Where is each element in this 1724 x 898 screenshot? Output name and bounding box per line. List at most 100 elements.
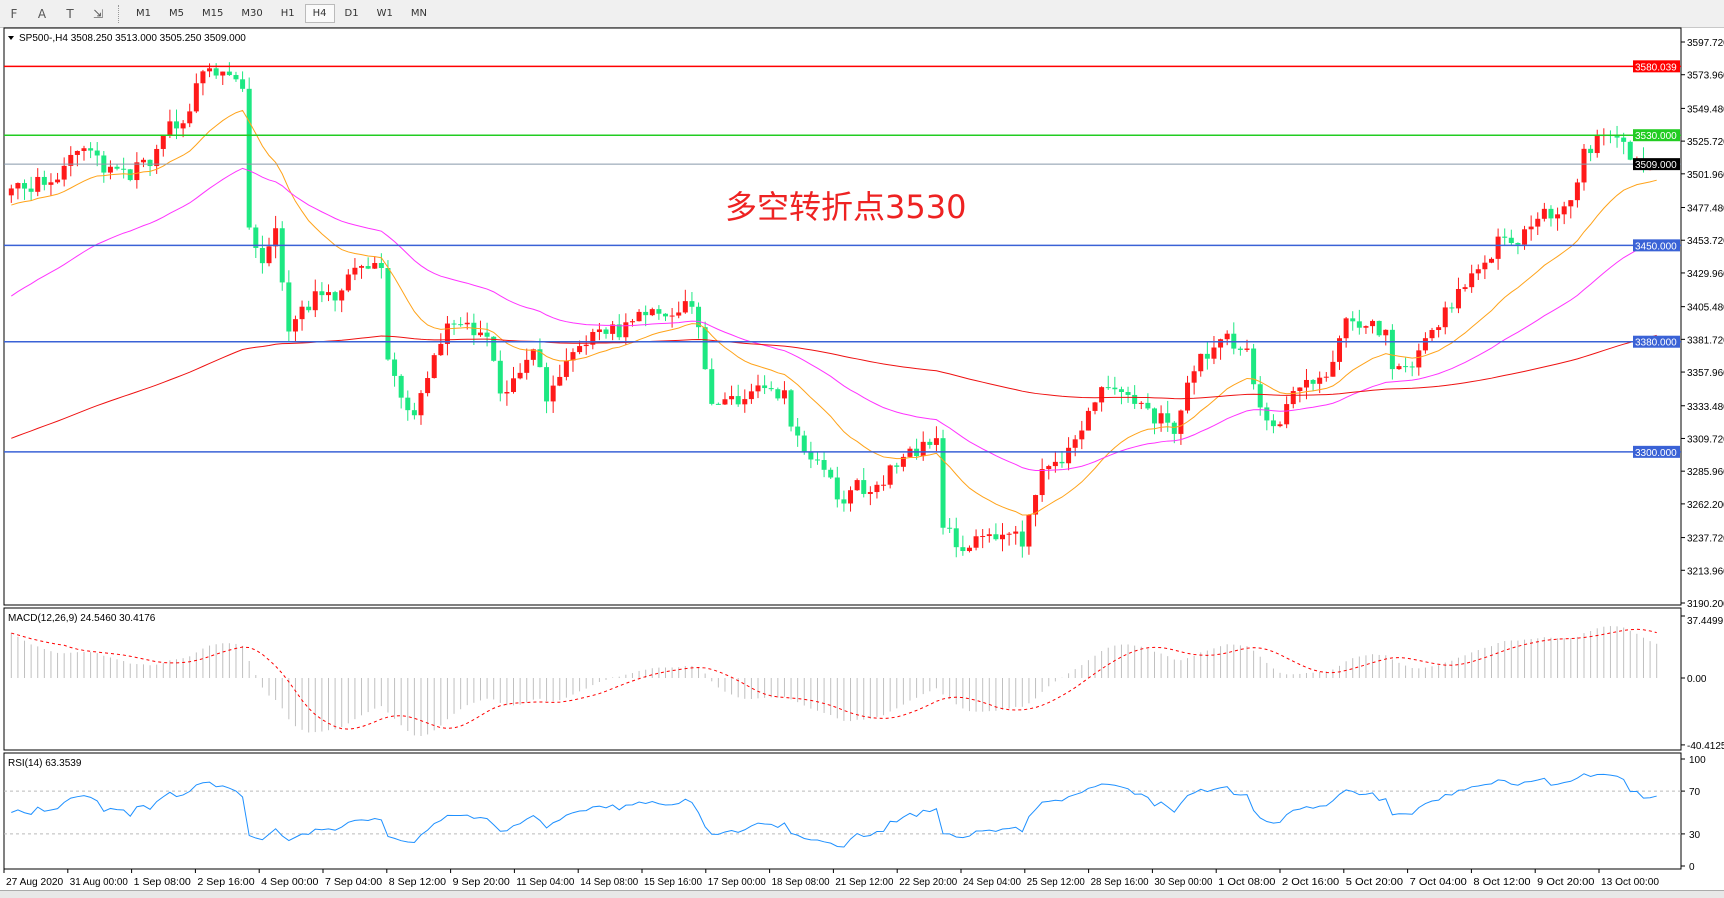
candle <box>81 148 87 151</box>
candle <box>385 268 391 360</box>
candle <box>1039 469 1045 496</box>
timeframe-d1[interactable]: D1 <box>344 8 359 19</box>
candle <box>986 534 992 537</box>
candle <box>464 322 470 325</box>
candle <box>1085 410 1091 431</box>
time-axis-label: 13 Oct 00:00 <box>1601 877 1659 888</box>
text-label-icon[interactable]: T <box>66 6 74 21</box>
candle <box>306 306 312 311</box>
candle <box>524 359 530 373</box>
text-icon[interactable]: A <box>37 6 47 21</box>
time-axis-label: 5 Oct 20:00 <box>1346 877 1404 888</box>
candle <box>398 375 404 398</box>
candle <box>28 188 34 192</box>
rsi-axis-label: 70 <box>1689 787 1701 798</box>
candle <box>1145 402 1151 409</box>
period-separator-icon[interactable]: F <box>10 6 18 21</box>
price-axis-label: 3213.960 <box>1687 566 1724 577</box>
candle <box>1244 348 1250 350</box>
candle <box>1284 404 1290 425</box>
rsi-pane <box>3 752 1682 870</box>
candle <box>610 324 616 334</box>
macd-axis-label: -40.4125 <box>1687 741 1724 752</box>
candle <box>742 399 748 405</box>
price-axis-label: 3262.200 <box>1687 500 1724 511</box>
level-tag <box>1633 129 1680 142</box>
candle <box>1297 387 1303 392</box>
candle <box>1033 495 1039 515</box>
time-axis-label: 11 Sep 04:00 <box>516 877 574 888</box>
timeframe-m30[interactable]: M30 <box>241 8 263 19</box>
candle <box>1059 461 1065 464</box>
timeframe-m1[interactable]: M1 <box>136 8 151 19</box>
annotation-text: 多空转折点3530 <box>725 188 967 226</box>
time-axis-label: 2 Oct 16:00 <box>1282 877 1340 888</box>
price-axis-label: 3597.720 <box>1687 38 1724 49</box>
candle <box>702 327 708 370</box>
candle <box>74 150 80 155</box>
candle <box>193 83 199 112</box>
time-axis-label: 30 Sep 00:00 <box>1154 877 1212 888</box>
timeframe-mn[interactable]: MN <box>410 8 427 19</box>
candle <box>240 79 246 89</box>
candle <box>1303 379 1309 388</box>
candle <box>352 267 358 275</box>
candle <box>1264 407 1270 421</box>
timeframe-m15[interactable]: M15 <box>202 8 224 19</box>
time-axis-label: 2 Sep 16:00 <box>197 877 255 888</box>
price-axis-label: 3525.720 <box>1687 137 1724 148</box>
candle <box>41 176 47 185</box>
candle <box>1013 531 1019 534</box>
candle <box>1383 329 1389 336</box>
candle <box>1079 430 1085 440</box>
toolbar-separator <box>118 4 121 23</box>
candle <box>1251 348 1257 385</box>
price-axis-label: 3190.200 <box>1687 599 1724 610</box>
candle <box>1442 307 1448 328</box>
time-axis-label: 4 Sep 00:00 <box>261 877 319 888</box>
candle <box>953 528 959 548</box>
candle <box>55 179 61 183</box>
candle <box>444 323 450 344</box>
time-axis-label: 1 Oct 08:00 <box>1218 877 1276 888</box>
candle <box>1469 273 1475 288</box>
time-axis-label: 8 Sep 12:00 <box>389 877 447 888</box>
price-axis-label: 3453.720 <box>1687 236 1724 247</box>
collapse-triangle-icon[interactable] <box>8 36 14 40</box>
candle <box>821 460 827 470</box>
candle <box>1218 339 1224 348</box>
candle <box>676 312 682 316</box>
candle <box>299 306 305 320</box>
timeframe-m5[interactable]: M5 <box>169 8 184 19</box>
candle <box>1337 338 1343 362</box>
candle <box>1376 320 1382 336</box>
candle <box>200 71 206 84</box>
candle <box>418 393 424 416</box>
timeframe-h4[interactable]: H4 <box>304 4 335 23</box>
arrows-icon[interactable]: ⇲ <box>92 6 104 21</box>
candle <box>709 369 715 404</box>
candle <box>1561 206 1567 215</box>
candle <box>226 71 232 76</box>
candle <box>1165 413 1171 423</box>
candle <box>1482 262 1488 270</box>
candle <box>1072 439 1078 448</box>
rsi-axis-label: 100 <box>1689 755 1706 766</box>
candle <box>286 282 292 332</box>
timeframe-w1[interactable]: W1 <box>376 8 393 19</box>
candle <box>497 360 503 394</box>
candle <box>1594 135 1600 154</box>
time-axis-label: 9 Sep 20:00 <box>453 877 511 888</box>
candle <box>266 246 272 264</box>
candle <box>121 168 127 170</box>
level-tag-label: 3450.000 <box>1635 241 1677 252</box>
candle <box>477 332 483 336</box>
candle <box>722 399 728 405</box>
level-tag-label: 3580.039 <box>1635 62 1677 73</box>
candle <box>1462 287 1468 289</box>
candle <box>332 292 338 301</box>
timeframe-h1[interactable]: H1 <box>280 8 295 19</box>
candle <box>1574 182 1580 201</box>
main-pane <box>3 27 1682 606</box>
